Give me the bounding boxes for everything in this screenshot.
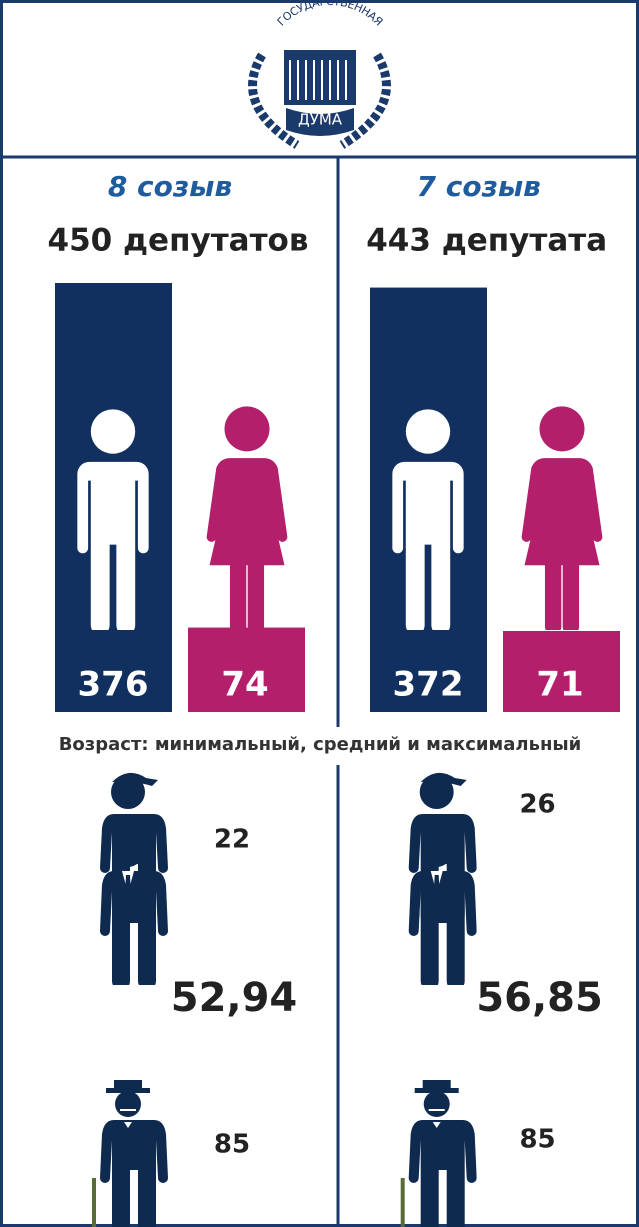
deputies-total: 443 депутата bbox=[366, 223, 607, 259]
logo-arc: ГОСУДАРСТВЕННАЯ bbox=[275, 0, 386, 29]
logo: ГОСУДАРСТВЕННАЯ ДУМА bbox=[248, 0, 391, 149]
deputies-total: 450 депутатов bbox=[48, 223, 309, 259]
women-bar bbox=[503, 630, 620, 712]
convocation: 8 созыв bbox=[108, 170, 232, 203]
women-count: 74 bbox=[221, 665, 268, 705]
age-value: 22 bbox=[214, 825, 250, 855]
age-title: Возраст: минимальный, средний и максимал… bbox=[59, 734, 582, 755]
men-count: 372 bbox=[393, 665, 464, 705]
women-count: 71 bbox=[536, 665, 583, 705]
woman-icon bbox=[206, 406, 288, 630]
svg-text:ГОСУДАРСТВЕННАЯ: ГОСУДАРСТВЕННАЯ bbox=[275, 0, 386, 29]
age-value: 85 bbox=[519, 1125, 555, 1155]
age-value: 56,85 bbox=[476, 975, 603, 1021]
age-value: 52,94 bbox=[171, 975, 298, 1021]
age-icon bbox=[92, 1080, 168, 1227]
women-bar bbox=[188, 627, 305, 712]
age-value: 85 bbox=[214, 1130, 250, 1160]
logo-name: ДУМА bbox=[298, 111, 343, 129]
convocation: 7 созыв bbox=[417, 170, 541, 203]
age-value: 26 bbox=[519, 790, 555, 820]
men-count: 376 bbox=[78, 665, 149, 705]
woman-icon bbox=[521, 406, 603, 630]
age-icon bbox=[400, 1080, 477, 1227]
